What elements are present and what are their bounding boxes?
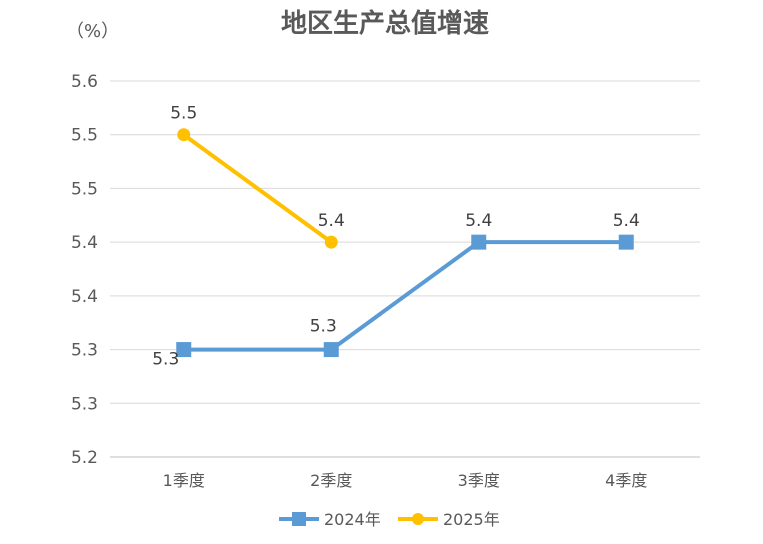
- data-point: [323, 342, 339, 358]
- x-tick-label: 2季度: [310, 471, 352, 490]
- y-axis-ticks: 5.6 5.5 5.5 5.4 5.4 5.3 5.3 5.2: [71, 72, 98, 468]
- data-label: 5.4: [613, 211, 640, 231]
- y-tick-label: 5.4: [71, 233, 98, 253]
- series-group: 5.3 5.3 5.4 5.4 5.5 5.4: [152, 104, 640, 370]
- legend-marker: [292, 512, 306, 526]
- legend-item: 2025年: [398, 510, 500, 529]
- x-axis: 1季度 2季度 3季度 4季度: [163, 471, 648, 490]
- legend: 2024年 2025年: [279, 510, 500, 529]
- y-tick-label: 5.2: [71, 448, 98, 468]
- data-point: [324, 235, 338, 249]
- series-2025年: 5.5 5.4: [170, 104, 345, 249]
- data-point: [618, 234, 634, 250]
- series-line: [182, 133, 333, 244]
- data-label: 5.3: [152, 350, 179, 370]
- legend-marker: [412, 513, 424, 525]
- x-tick-label: 3季度: [458, 471, 500, 490]
- x-tick-label: 4季度: [605, 471, 647, 490]
- legend-label: 2024年: [324, 510, 381, 529]
- y-tick-label: 5.6: [71, 72, 98, 92]
- legend-label: 2025年: [443, 510, 500, 529]
- y-tick-label: 5.3: [71, 341, 98, 361]
- y-tick-label: 5.5: [71, 126, 98, 146]
- y-axis-unit-label: （%）: [66, 21, 119, 42]
- data-point: [177, 128, 191, 142]
- chart-title: 地区生产总值增速: [281, 8, 489, 39]
- data-point: [176, 342, 192, 358]
- gridlines: [110, 80, 700, 458]
- y-tick-label: 5.4: [71, 287, 98, 307]
- data-label: 5.5: [170, 104, 197, 124]
- data-label: 5.3: [310, 317, 337, 337]
- series-line: [183, 240, 627, 352]
- data-label: 5.4: [465, 211, 492, 231]
- data-point: [471, 234, 487, 250]
- x-tick-label: 1季度: [163, 471, 205, 490]
- data-label: 5.4: [318, 211, 345, 231]
- y-tick-label: 5.5: [71, 179, 98, 199]
- series-2024年: 5.3 5.3 5.4 5.4: [152, 211, 640, 369]
- legend-item: 2024年: [279, 510, 381, 529]
- y-tick-label: 5.3: [71, 394, 98, 414]
